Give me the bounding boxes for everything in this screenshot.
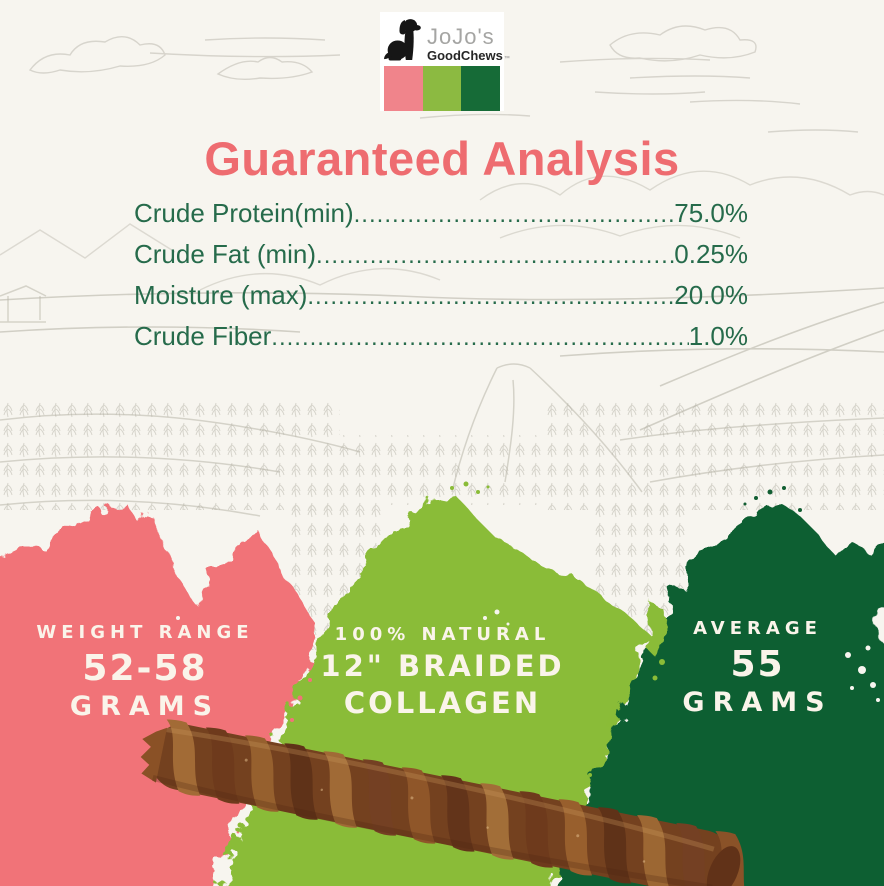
braided-collagen-stick-image [140,718,763,886]
panel-line: GRAMS [682,687,833,719]
panel-line: 55 [730,643,785,685]
page-title: Guaranteed Analysis [204,132,680,185]
brand-color-swatches [384,66,501,111]
panel-line: 100% NATURAL [334,624,551,645]
brand-logo-top: JoJo's GoodChews ™ [384,15,510,63]
panel-line: COLLAGEN [343,685,542,720]
analysis-value: 0.25% [674,239,748,269]
panel-product-type: 100% NATURAL 12" BRAIDED COLLAGEN [305,624,580,720]
analysis-label: Crude Fiber [134,321,272,351]
guaranteed-analysis-table: Crude Protein(min) .....................… [134,198,748,362]
panel-line: 12" BRAIDED [320,648,565,683]
panel-line: 52-58 [82,647,208,689]
dog-silhouette-icon [384,19,421,61]
analysis-row-moisture: Moisture (max) .........................… [134,280,748,321]
swatch-light-green [422,66,462,111]
dot-leader: ........................................… [353,201,675,228]
analysis-value: 20.0% [674,280,748,310]
dark-green-brush-panel [558,506,884,886]
swatch-pink [384,66,423,111]
analysis-value: 1.0% [688,321,748,351]
analysis-row-fiber: Crude Fiber ............................… [134,321,748,362]
brand-name-goodchews: GoodChews [427,48,503,63]
analysis-row-protein: Crude Protein(min) .....................… [134,198,748,239]
analysis-label: Moisture (max) [134,280,308,310]
brand-logo: JoJo's GoodChews ™ [380,12,510,111]
dot-leader: ........................................… [271,324,688,351]
trademark-symbol: ™ [503,56,510,62]
analysis-row-fat: Crude Fat (min) ........................… [134,239,748,280]
panel-average-weight: AVERAGE 55 GRAMS [640,618,875,718]
panel-weight-range: WEIGHT RANGE 52-58 GRAMS [30,622,260,722]
analysis-value: 75.0% [674,198,748,228]
panel-line: AVERAGE [693,618,822,639]
analysis-label: Crude Protein(min) [134,198,354,228]
swatch-dark-green [461,66,501,111]
dot-leader: ........................................… [307,283,674,310]
brand-wordmark: JoJo's GoodChews ™ [427,26,510,63]
panel-line: GRAMS [69,691,221,723]
dot-leader: ........................................… [316,242,674,269]
panel-line: WEIGHT RANGE [36,622,254,643]
brand-name-jojos: JoJo's [427,24,495,49]
analysis-label: Crude Fat (min) [134,239,317,269]
